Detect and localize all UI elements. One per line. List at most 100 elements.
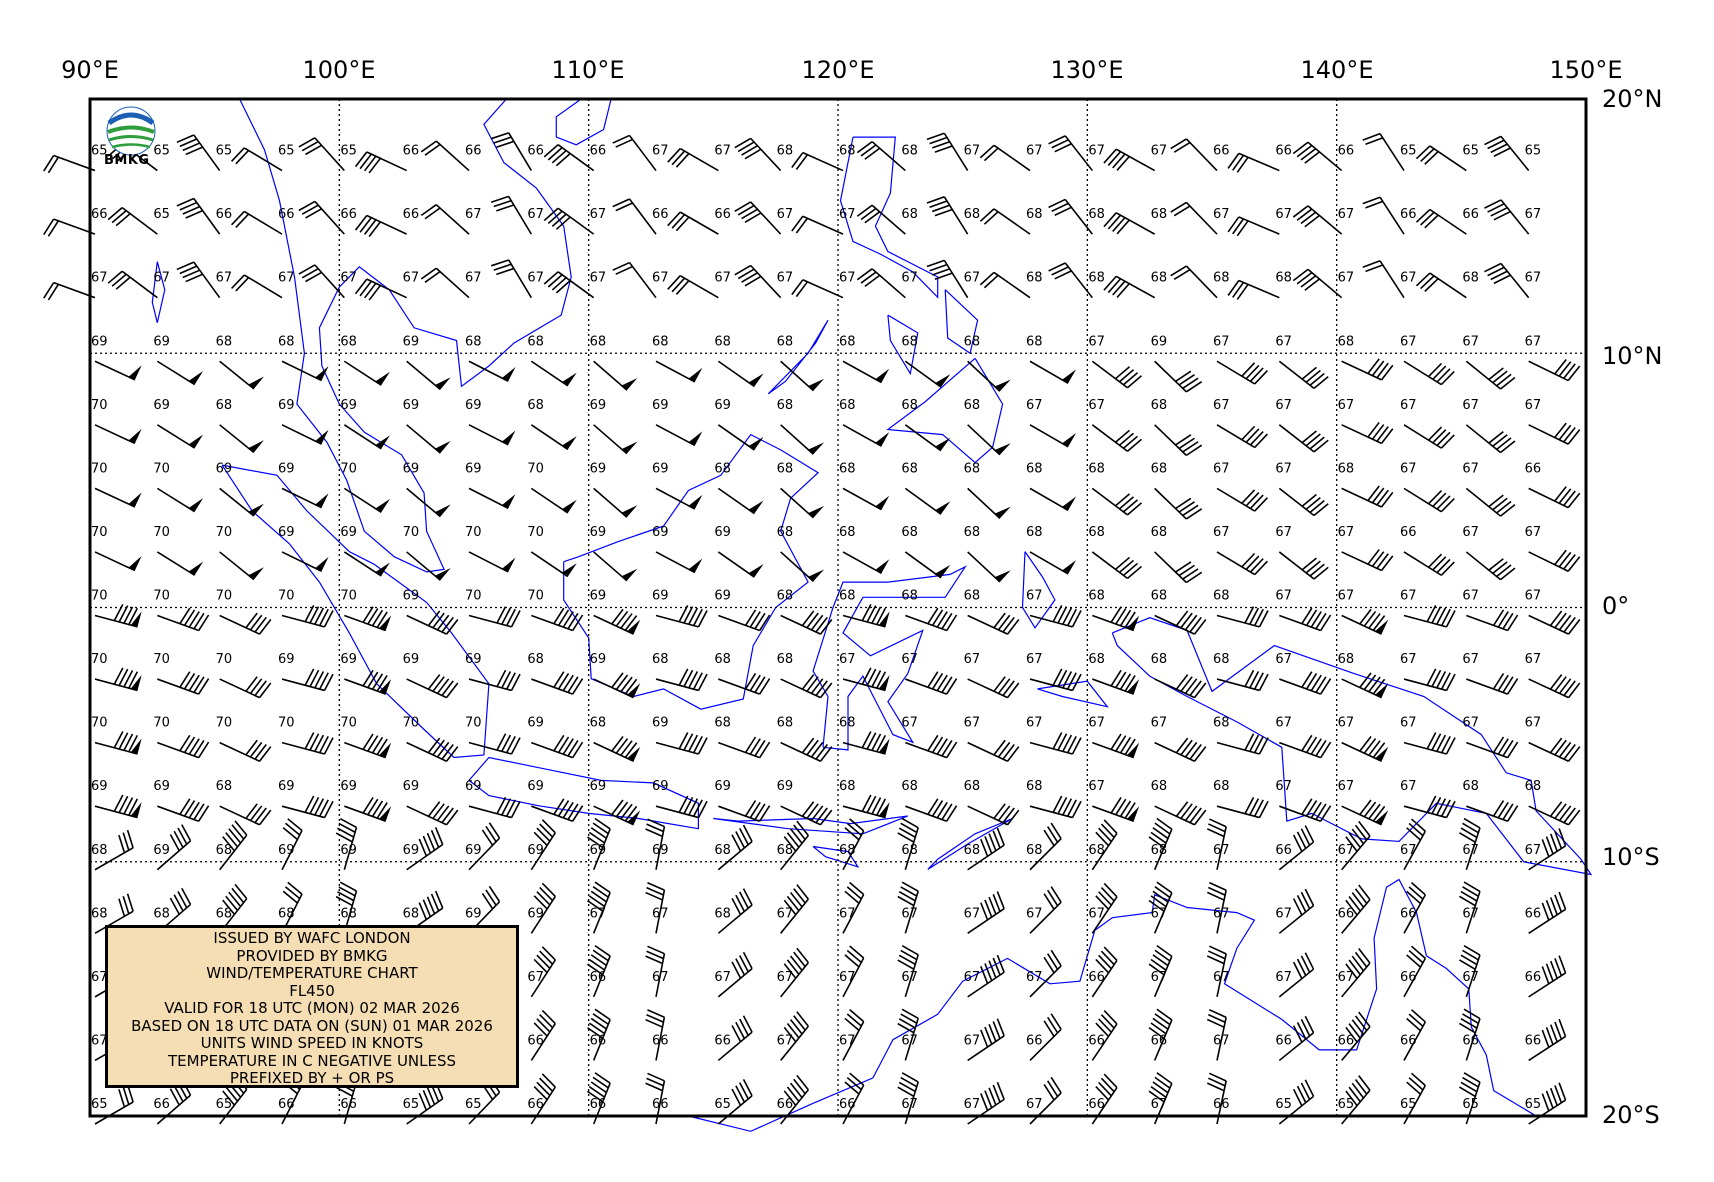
temperature-label: 70	[153, 525, 170, 540]
wind-barb	[1092, 797, 1140, 822]
temperature-label: 69	[153, 398, 170, 413]
wind-barb	[717, 951, 753, 998]
temperature-label: 68	[714, 461, 731, 476]
temperature-label: 67	[1151, 906, 1168, 921]
wind-barb	[94, 487, 142, 508]
wind-barb	[967, 551, 1011, 583]
temperature-label: 68	[1275, 271, 1292, 286]
temperature-label: 68	[839, 461, 856, 476]
temperature-label: 65	[216, 144, 233, 159]
temperature-label: 67	[1462, 906, 1479, 921]
wind-barb	[967, 487, 1011, 519]
wind-barb	[343, 360, 390, 386]
temperature-label: 67	[1275, 398, 1292, 413]
temperature-label: 66	[652, 1097, 669, 1112]
temperature-label: 69	[590, 398, 607, 413]
temperature-label: 68	[527, 334, 544, 349]
wind-barb	[1091, 1010, 1118, 1061]
temperature-label: 67	[1462, 589, 1479, 604]
info-line: FL450	[289, 981, 335, 1000]
wind-barb	[490, 132, 533, 171]
temperature-label: 66	[1400, 906, 1417, 921]
temperature-label: 67	[1462, 843, 1479, 858]
wind-barb	[1091, 882, 1118, 934]
wind-barb	[1341, 549, 1394, 572]
temperature-label: 68	[340, 334, 357, 349]
wind-barb	[281, 551, 329, 572]
temperature-label: 68	[590, 334, 607, 349]
temperature-label: 66	[590, 1033, 607, 1048]
temperature-label: 67	[652, 970, 669, 985]
wind-barb	[543, 271, 595, 299]
wind-barb	[1278, 825, 1315, 871]
wind-barb	[734, 201, 782, 235]
wind-barb	[1341, 735, 1389, 762]
wind-barb	[1278, 952, 1315, 998]
temperature-label: 66	[1338, 1033, 1355, 1048]
wind-barb	[842, 603, 890, 628]
temperature-label: 67	[777, 207, 794, 222]
temperature-label: 65	[1462, 1097, 1479, 1112]
temperature-label: 66	[1275, 843, 1292, 858]
wind-barb	[354, 214, 408, 237]
temperature-label: 69	[403, 461, 420, 476]
temperature-label: 68	[901, 779, 918, 794]
info-line: ISSUED BY WAFC LONDON	[213, 929, 411, 947]
wind-barb	[1459, 881, 1481, 934]
wind-barb	[1091, 946, 1118, 998]
wind-barb	[926, 132, 969, 171]
wind-barb	[1341, 672, 1389, 699]
wind-barb	[94, 794, 142, 819]
temperature-label: 65	[1525, 144, 1542, 159]
wind-barb	[1029, 822, 1062, 871]
temperature-label: 70	[216, 525, 233, 540]
temperature-label: 67	[1400, 652, 1417, 667]
temperature-label: 69	[278, 398, 295, 413]
temperature-label: 67	[465, 207, 482, 222]
temperature-label: 65	[216, 1097, 233, 1112]
temperature-label: 65	[465, 1097, 482, 1112]
wind-barb	[281, 732, 334, 755]
wind-barb	[94, 603, 142, 628]
wind-barb	[1528, 737, 1581, 762]
wind-barb	[530, 360, 577, 387]
coastline	[468, 756, 699, 830]
temperature-label: 66	[1400, 525, 1417, 540]
wind-barb	[1154, 674, 1207, 699]
wind-barb	[780, 737, 833, 762]
temperature-label: 67	[1462, 334, 1479, 349]
temperature-label: 67	[91, 970, 108, 985]
wind-barb	[1341, 358, 1394, 381]
wind-barb	[354, 151, 408, 174]
wind-barb	[490, 195, 533, 235]
temperature-label: 68	[590, 716, 607, 731]
temperature-label: 67	[1525, 716, 1542, 731]
wind-barb	[718, 673, 771, 695]
temperature-label: 67	[714, 970, 731, 985]
wind-barb	[219, 424, 264, 454]
lat-label-0: 0°	[1602, 592, 1630, 620]
coastline	[812, 845, 860, 868]
temperature-label: 68	[714, 716, 731, 731]
temperature-label: 67	[1088, 716, 1105, 731]
wind-barb	[156, 487, 204, 513]
wind-barb	[1403, 668, 1456, 692]
wind-barb	[530, 819, 556, 871]
wind-barb	[897, 881, 919, 934]
wind-barb	[655, 795, 708, 819]
wind-barb	[780, 820, 809, 871]
wind-barb	[655, 360, 703, 383]
temperature-label: 68	[964, 525, 981, 540]
wind-barb	[281, 795, 334, 819]
temperature-label: 68	[1213, 779, 1230, 794]
wind-barb	[1341, 799, 1389, 826]
temperature-label: 69	[652, 779, 669, 794]
temperature-label: 70	[527, 589, 544, 604]
wind-barb	[1103, 275, 1156, 299]
wind-barb	[43, 218, 96, 237]
temperature-label: 69	[590, 589, 607, 604]
temperature-label: 65	[340, 144, 357, 159]
temperature-label: 66	[1462, 1033, 1479, 1048]
temperature-label: 66	[839, 1097, 856, 1112]
